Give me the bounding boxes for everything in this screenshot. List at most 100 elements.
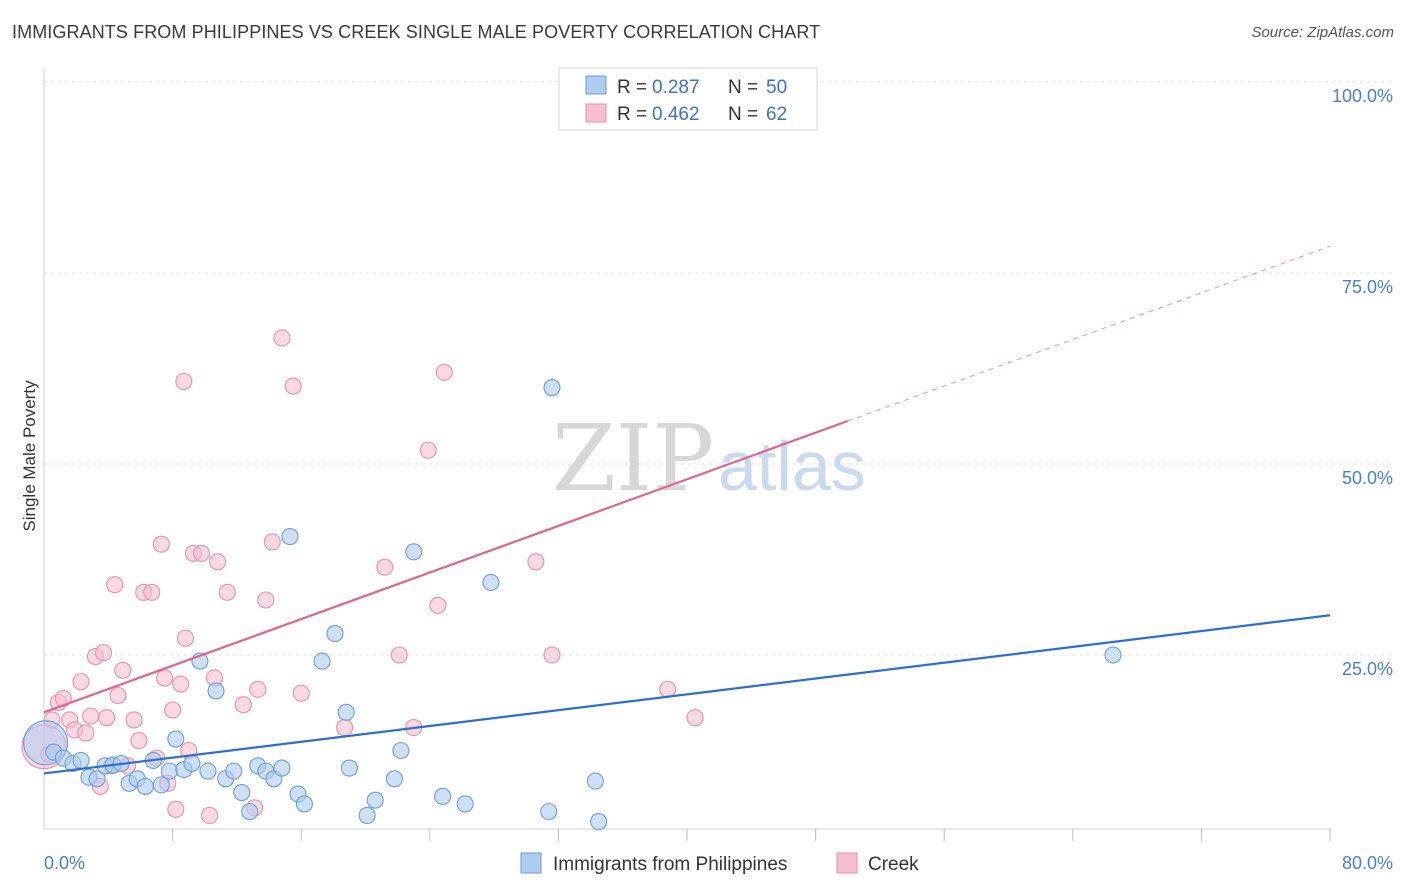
creek-point (175, 372, 193, 391)
series-legend-label-creek: Creek (868, 854, 919, 875)
creek-point (176, 629, 195, 647)
legend-r-value-pink: 0.462 (652, 104, 700, 125)
philippines-trend-line (43, 614, 1331, 775)
creek-point (143, 583, 161, 601)
creek-point (273, 329, 291, 347)
creek-point (114, 661, 132, 679)
philippines-point (199, 762, 217, 780)
creek-point (686, 709, 704, 727)
philippines-point (207, 682, 225, 700)
creek-point (106, 576, 124, 594)
philippines-point (152, 776, 170, 794)
philippines-points (23, 379, 1122, 831)
creek-point (152, 535, 170, 553)
creek-point (156, 669, 174, 687)
philippines-point (337, 703, 355, 721)
legend-swatch-pink (585, 103, 607, 123)
creek-point (435, 363, 453, 381)
creek-point (172, 675, 190, 693)
axes (43, 68, 1332, 830)
series-legend-label-philippines: Immigrants from Philippines (553, 854, 787, 875)
creek-point (218, 583, 236, 601)
creek-point (192, 544, 211, 562)
watermark: ZIP atlas (552, 405, 866, 512)
philippines-point (72, 751, 90, 769)
creek-point (292, 684, 310, 702)
series-legend: Immigrants from Philippines Creek (520, 852, 919, 875)
creek-point (109, 686, 127, 705)
philippines-point (167, 730, 185, 748)
creek-point (376, 558, 394, 576)
watermark-atlas: atlas (718, 427, 866, 505)
legend-n-value-pink: 62 (766, 104, 787, 125)
philippines-point (225, 762, 243, 780)
stats-legend: R = 0.287 N = 50 R = 0.462 N = 62 (558, 67, 818, 131)
creek-trend-line-extension (847, 245, 1331, 422)
y-tick-label: 50.0% (1342, 468, 1393, 488)
legend-r-value-blue: 0.287 (652, 77, 700, 98)
creek-point (77, 724, 95, 742)
creek-point (249, 680, 267, 698)
creek-point (164, 701, 182, 719)
philippines-point (590, 813, 608, 831)
source-credit: Source: ZipAtlas.com (1251, 24, 1394, 41)
philippines-point (340, 759, 358, 777)
y-axis-title: Single Male Poverty (20, 380, 39, 532)
x-tick-label-min: 0.0% (44, 853, 85, 873)
philippines-point (586, 772, 604, 790)
creek-point (98, 709, 116, 727)
grid-lines (44, 81, 1392, 656)
philippines-point (1104, 646, 1122, 664)
creek-point (284, 377, 302, 395)
philippines-point (313, 652, 331, 670)
creek-point (167, 800, 185, 818)
philippines-point (88, 770, 106, 788)
creek-point (390, 646, 408, 664)
creek-point (72, 673, 90, 691)
y-tick-label: 100.0% (1332, 86, 1393, 106)
creek-point (257, 591, 275, 609)
y-tick-labels: 25.0% 50.0% 75.0% 100.0% (1332, 86, 1393, 679)
philippines-point (326, 625, 344, 643)
watermark-zip: ZIP (552, 405, 714, 512)
creek-point (527, 553, 545, 571)
creek-point (94, 644, 113, 662)
philippines-point (540, 803, 558, 821)
philippines-point (160, 762, 178, 780)
series-legend-swatch-creek (836, 852, 858, 874)
legend-n-value-blue: 50 (766, 77, 787, 98)
creek-point (419, 441, 437, 459)
chart-title: IMMIGRANTS FROM PHILIPPINES VS CREEK SIN… (12, 22, 821, 42)
creek-point (263, 533, 281, 551)
legend-r-label-blue: R = (617, 77, 647, 98)
y-tick-label: 25.0% (1342, 659, 1393, 679)
creek-point (234, 696, 252, 714)
creek-trend-line (43, 419, 849, 714)
x-tick-label-max: 80.0% (1342, 853, 1393, 873)
philippines-point (366, 791, 384, 809)
philippines-point (136, 777, 154, 795)
philippines-point (281, 528, 299, 546)
legend-n-label-blue: N = (728, 77, 758, 98)
philippines-point (183, 754, 201, 773)
creek-point (82, 707, 100, 725)
philippines-point (273, 759, 291, 777)
philippines-point (434, 787, 452, 805)
y-tick-label: 75.0% (1342, 277, 1393, 297)
philippines-point (482, 573, 500, 591)
philippines-point (241, 803, 259, 821)
philippines-point (405, 543, 423, 561)
philippines-point (385, 770, 403, 788)
creek-point (201, 806, 219, 824)
philippines-point (543, 379, 561, 397)
legend-r-label-pink: R = (617, 104, 647, 125)
creek-point (429, 596, 447, 614)
philippines-point (233, 783, 251, 802)
philippines-point (456, 795, 474, 813)
philippines-point (295, 795, 313, 813)
legend-n-label-pink: N = (728, 104, 758, 125)
creek-point (209, 553, 227, 571)
creek-point (130, 732, 148, 750)
creek-point (125, 711, 143, 729)
